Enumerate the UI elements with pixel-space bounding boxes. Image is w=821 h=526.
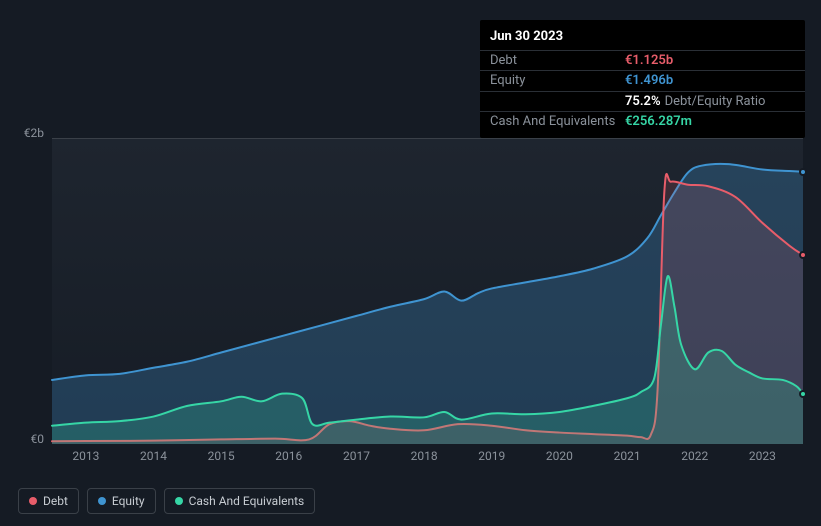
tooltip-value: €1.125b (625, 52, 673, 70)
series-marker-cash-and-equivalents (799, 390, 807, 398)
x-tick-label: 2022 (681, 449, 708, 463)
x-tick-label: 2019 (478, 449, 505, 463)
x-tick-label: 2014 (140, 449, 167, 463)
tooltip-value: 75.2% (625, 93, 661, 111)
tooltip-suffix: Debt/Equity Ratio (665, 93, 766, 111)
legend-item-debt[interactable]: Debt (18, 488, 79, 514)
legend-dot-icon (98, 497, 106, 505)
x-tick-label: 2020 (546, 449, 573, 463)
series-marker-debt (799, 251, 807, 259)
legend-item-equity[interactable]: Equity (87, 488, 156, 514)
legend-label: Cash And Equivalents (189, 494, 305, 508)
x-tick-label: 2021 (614, 449, 641, 463)
legend-dot-icon (29, 497, 37, 505)
chart-plot-area[interactable] (52, 138, 803, 443)
tooltip-label: Debt (490, 52, 625, 70)
tooltip-label (490, 93, 625, 111)
x-axis: 2013 2014 2015 2016 2017 2018 2019 2020 2021 2022… (52, 445, 803, 465)
x-tick-label: 2015 (208, 449, 235, 463)
chart-legend: Debt Equity Cash And Equivalents (18, 488, 315, 514)
tooltip-row: Debt€1.125b (480, 50, 805, 71)
x-tick-label: 2016 (275, 449, 302, 463)
x-tick-label: 2018 (411, 449, 438, 463)
x-tick-label: 2017 (343, 449, 370, 463)
tooltip-row: Equity€1.496b (480, 70, 805, 91)
tooltip-row: 75.2%Debt/Equity Ratio (480, 91, 805, 112)
x-tick-label: 2023 (749, 449, 776, 463)
series-marker-equity (799, 168, 807, 176)
tooltip-label: Equity (490, 72, 625, 90)
legend-dot-icon (175, 497, 183, 505)
tooltip-date: Jun 30 2023 (480, 26, 805, 50)
legend-label: Equity (112, 494, 145, 508)
y-tick-label-top: €2b (14, 126, 44, 140)
debt-equity-chart: €2b €0 201320142015201620172018201920202… (18, 120, 803, 465)
y-tick-label-bottom: €0 (14, 432, 44, 446)
legend-label: Debt (43, 494, 68, 508)
tooltip-value: €1.496b (625, 72, 673, 90)
legend-item-cash-and-equivalents[interactable]: Cash And Equivalents (164, 488, 316, 514)
x-tick-label: 2013 (72, 449, 99, 463)
